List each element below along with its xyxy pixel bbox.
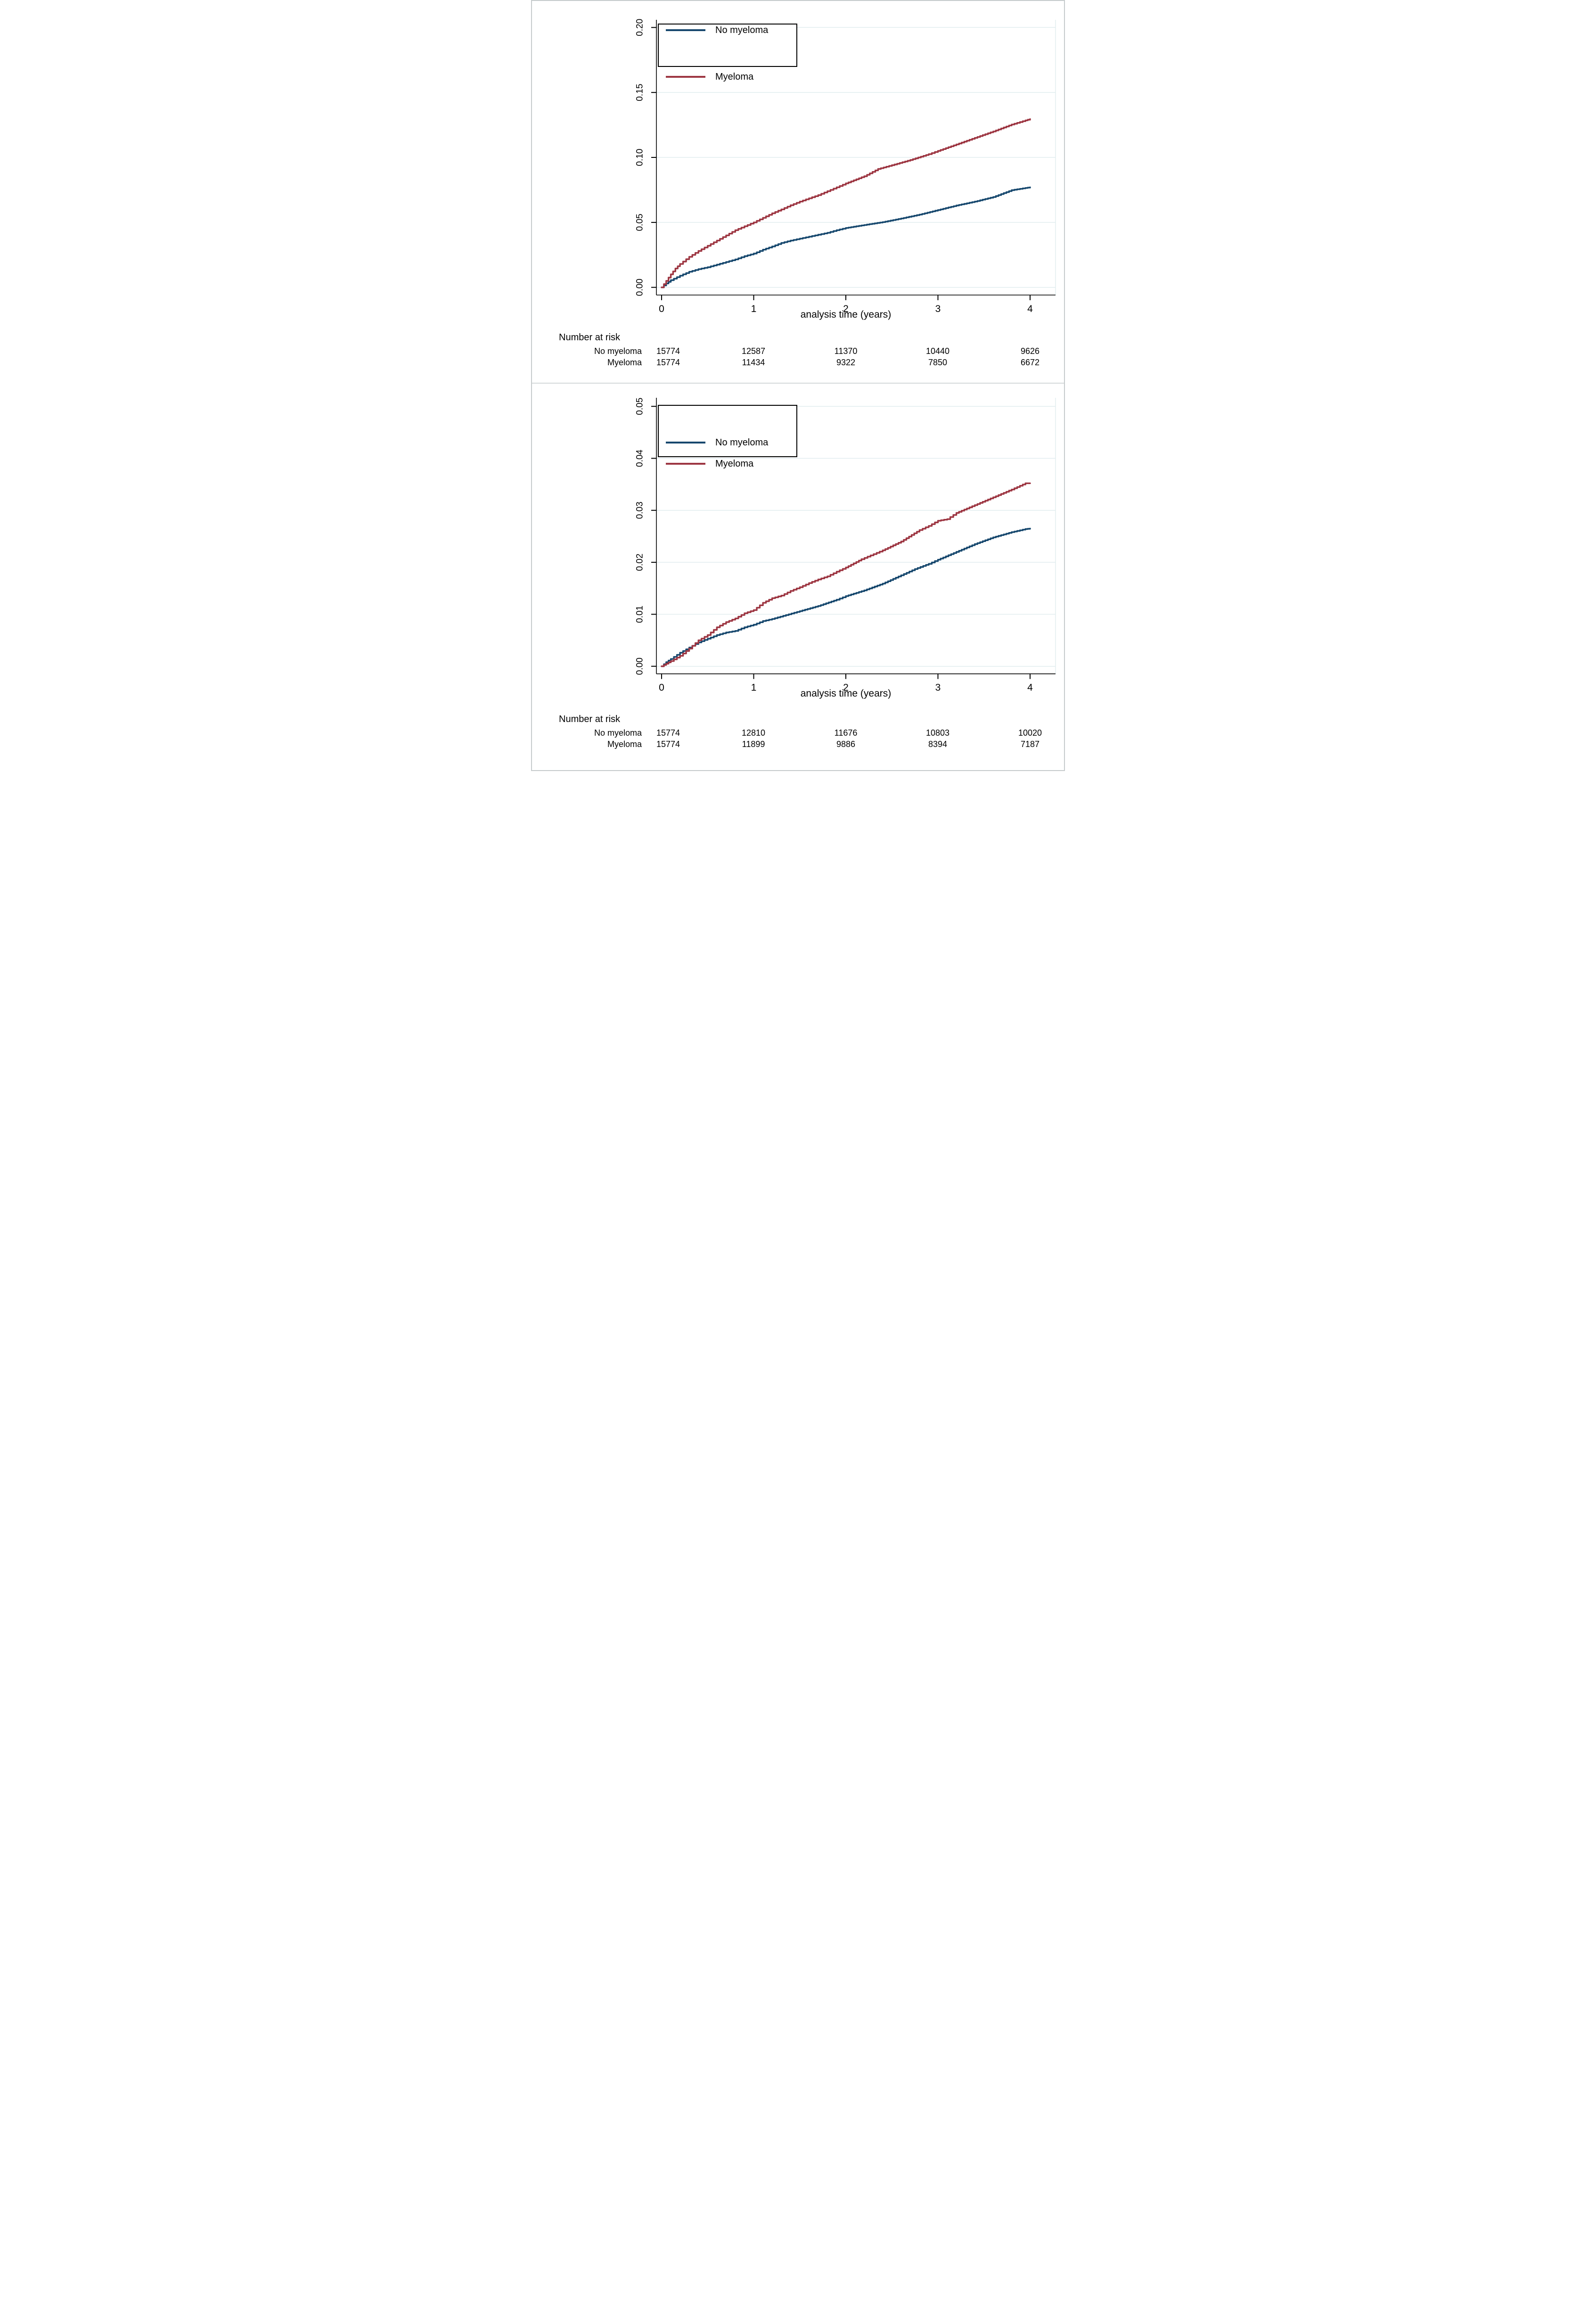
risk-value: 9322: [836, 358, 856, 367]
x-axis-title: analysis time (years): [800, 309, 892, 320]
y-tick-label: 0.05: [635, 213, 645, 231]
legend-entry-no-myeloma: No myeloma: [659, 436, 796, 449]
risk-value: 15774: [656, 728, 680, 738]
x-tick-label: 3: [935, 304, 941, 314]
risk-value: 10440: [925, 346, 950, 356]
y-tick-label: 0.02: [635, 554, 645, 571]
y-tick-label: 0.01: [635, 606, 645, 623]
y-tick-label: 0.10: [635, 149, 645, 166]
chart-panel-bottom: 0.00 0.01 0.02 0.03 0.04 0.05 0 1 2 3 4 No myeloma…: [532, 384, 1064, 770]
y-tick-label: 0.00: [635, 657, 645, 675]
legend-label: Myeloma: [715, 458, 754, 469]
x-tick-label: 1: [751, 682, 757, 693]
y-tick-label: 0.20: [635, 19, 645, 36]
legend-box: No myeloma Myeloma: [658, 405, 797, 469]
risk-value: 11899: [742, 739, 765, 749]
risk-row-label: No myeloma: [594, 728, 642, 738]
risk-value: 9886: [836, 739, 856, 749]
risk-value: 10803: [925, 728, 950, 738]
risk-row-label: Myeloma: [607, 739, 642, 749]
risk-row-myeloma: Myeloma 15774 11434 9322 7850 6672: [532, 358, 1064, 368]
x-tick-label: 0: [659, 682, 664, 693]
x-tick-label: 0: [659, 304, 664, 314]
risk-value: 11676: [834, 728, 858, 738]
risk-value: 11434: [742, 358, 765, 367]
risk-value: 15774: [656, 739, 680, 749]
risk-value: 7187: [1020, 739, 1040, 749]
myeloma-line-swatch: [666, 76, 705, 78]
risk-value: 15774: [656, 358, 680, 367]
y-tick-label: 0.03: [635, 501, 645, 519]
risk-row-label: No myeloma: [594, 346, 642, 356]
x-tick-label: 4: [1027, 682, 1033, 693]
risk-row-myeloma: Myeloma 15774 11899 9886 8394 7187: [532, 739, 1064, 750]
risk-value: 10020: [1018, 728, 1042, 738]
risk-value: 8394: [928, 739, 948, 749]
x-tick-label: 2: [843, 682, 849, 693]
risk-row-label: Myeloma: [607, 358, 642, 367]
legend-box: No myeloma Myeloma: [658, 24, 797, 82]
legend-label: No myeloma: [715, 437, 769, 448]
x-tick-label: 4: [1027, 304, 1033, 314]
no-myeloma-line-swatch: [666, 29, 705, 31]
y-tick-label: 0.15: [635, 84, 645, 101]
legend-entry-myeloma: Myeloma: [659, 71, 796, 83]
x-axis-title: analysis time (years): [800, 688, 892, 699]
number-at-risk-title: Number at risk: [559, 332, 621, 343]
legend-label: No myeloma: [715, 25, 769, 35]
two-panel-cumulative-incidence-figure: 0.00 0.05 0.10 0.15 0.20 0 1 2 3 4 No myeloma Mye…: [531, 0, 1065, 771]
risk-value: 12810: [741, 728, 766, 738]
risk-value: 12587: [741, 346, 766, 356]
risk-row-no-myeloma: No myeloma 15774 12810 11676 10803 10020: [532, 728, 1064, 739]
y-tick-label: 0.05: [635, 398, 645, 415]
y-tick-label: 0.00: [635, 279, 645, 296]
legend-entry-myeloma: Myeloma: [659, 458, 796, 470]
legend-entry-no-myeloma: No myeloma: [659, 24, 796, 36]
risk-value: 15774: [656, 346, 680, 356]
bottom-plot-canvas: 0.00 0.01 0.02 0.03 0.04 0.05 0 1 2 3 4: [635, 398, 1056, 693]
curve-myeloma: [661, 118, 1031, 288]
number-at-risk-title: Number at risk: [559, 714, 621, 724]
legend-label: Myeloma: [715, 71, 754, 82]
risk-row-no-myeloma: No myeloma 15774 12587 11370 10440 9626: [532, 346, 1064, 357]
chart-panel-top: 0.00 0.05 0.10 0.15 0.20 0 1 2 3 4 No myeloma Mye…: [532, 1, 1064, 384]
risk-value: 7850: [928, 358, 948, 367]
no-myeloma-line-swatch: [666, 442, 705, 443]
x-tick-label: 2: [843, 304, 849, 314]
risk-value: 9626: [1020, 346, 1040, 356]
risk-value: 11370: [834, 346, 858, 356]
y-tick-label: 0.04: [635, 450, 645, 467]
curve-no-myeloma: [661, 186, 1031, 288]
curve-no-myeloma: [661, 527, 1031, 667]
curve-myeloma: [661, 482, 1031, 667]
risk-value: 6672: [1020, 358, 1040, 367]
x-tick-label: 3: [935, 682, 941, 693]
top-plot-canvas: 0.00 0.05 0.10 0.15 0.20 0 1 2 3 4: [635, 19, 1056, 314]
x-tick-label: 1: [751, 304, 757, 314]
myeloma-line-swatch: [666, 463, 705, 465]
